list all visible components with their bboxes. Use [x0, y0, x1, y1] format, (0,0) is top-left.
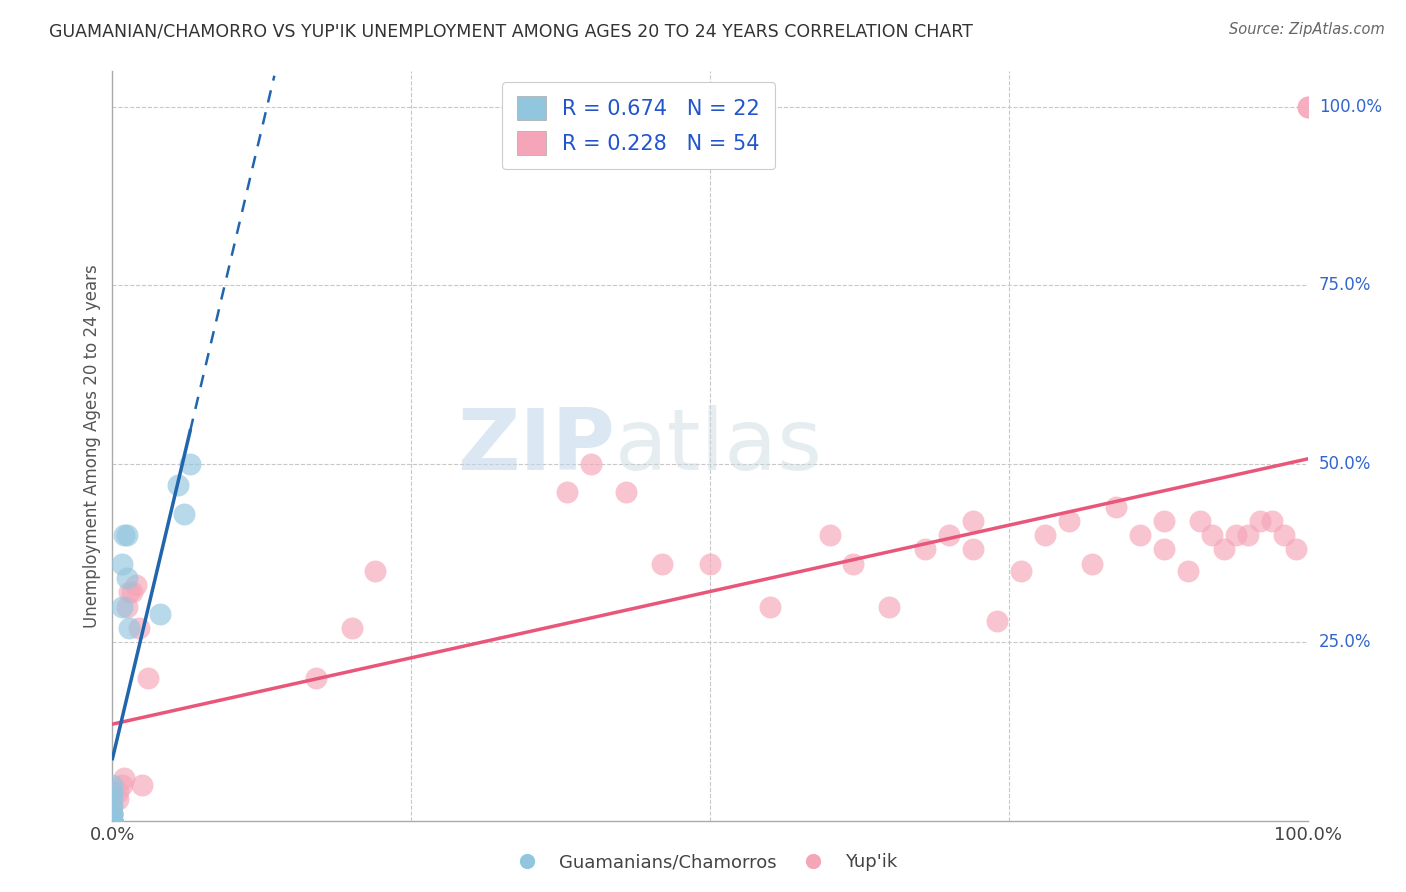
Point — [1033, 528, 1056, 542]
Point — [364, 564, 387, 578]
Point — [118, 621, 141, 635]
Point — [179, 457, 201, 471]
Point — [101, 785, 124, 799]
Point — [101, 799, 124, 814]
Point — [115, 599, 138, 614]
Point — [555, 485, 578, 500]
Point — [101, 814, 124, 828]
Point — [101, 814, 124, 828]
Text: ZIP: ZIP — [457, 404, 614, 488]
Point — [616, 485, 638, 500]
Point — [107, 792, 129, 806]
Text: 75.0%: 75.0% — [1319, 277, 1371, 294]
Point — [128, 621, 150, 635]
Point — [1237, 528, 1260, 542]
Point — [1189, 514, 1212, 528]
Text: 50.0%: 50.0% — [1319, 455, 1371, 473]
Point — [101, 814, 124, 828]
Point — [1010, 564, 1032, 578]
Point — [101, 814, 124, 828]
Point — [651, 557, 673, 571]
Y-axis label: Unemployment Among Ages 20 to 24 years: Unemployment Among Ages 20 to 24 years — [83, 264, 101, 628]
Point — [111, 557, 134, 571]
Point — [107, 785, 129, 799]
Text: Source: ZipAtlas.com: Source: ZipAtlas.com — [1229, 22, 1385, 37]
Point — [115, 571, 138, 585]
Point — [167, 478, 190, 492]
Point — [1296, 100, 1319, 114]
Point — [149, 607, 172, 621]
Point — [101, 814, 124, 828]
Point — [173, 507, 195, 521]
Point — [938, 528, 960, 542]
Text: GUAMANIAN/CHAMORRO VS YUP'IK UNEMPLOYMENT AMONG AGES 20 TO 24 YEARS CORRELATION : GUAMANIAN/CHAMORRO VS YUP'IK UNEMPLOYMEN… — [49, 22, 973, 40]
Point — [962, 542, 984, 557]
Point — [1105, 500, 1128, 514]
Point — [115, 528, 138, 542]
Point — [101, 814, 124, 828]
Point — [1081, 557, 1104, 571]
Point — [879, 599, 901, 614]
Point — [1285, 542, 1308, 557]
Point — [842, 557, 865, 571]
Point — [101, 778, 124, 792]
Legend: Guamanians/Chamorros, Yup'ik: Guamanians/Chamorros, Yup'ik — [502, 847, 904, 879]
Point — [1272, 528, 1295, 542]
Point — [125, 578, 148, 592]
Point — [986, 614, 1008, 628]
Point — [1201, 528, 1223, 542]
Point — [114, 528, 135, 542]
Point — [118, 585, 141, 599]
Legend: R = 0.674   N = 22, R = 0.228   N = 54: R = 0.674 N = 22, R = 0.228 N = 54 — [502, 82, 775, 169]
Point — [1153, 514, 1175, 528]
Point — [111, 599, 134, 614]
Point — [962, 514, 984, 528]
Point — [101, 806, 124, 821]
Point — [138, 671, 160, 685]
Text: atlas: atlas — [614, 404, 823, 488]
Point — [101, 814, 124, 828]
Point — [1177, 564, 1199, 578]
Point — [1261, 514, 1284, 528]
Point — [1296, 100, 1319, 114]
Point — [101, 806, 124, 821]
Point — [1225, 528, 1247, 542]
Point — [111, 778, 134, 792]
Point — [101, 814, 124, 828]
Point — [1129, 528, 1152, 542]
Point — [131, 778, 153, 792]
Point — [121, 585, 143, 599]
Point — [305, 671, 328, 685]
Point — [699, 557, 721, 571]
Point — [579, 457, 602, 471]
Text: 100.0%: 100.0% — [1319, 98, 1382, 116]
Point — [818, 528, 841, 542]
Point — [1057, 514, 1080, 528]
Point — [1249, 514, 1271, 528]
Point — [101, 799, 124, 814]
Point — [101, 814, 124, 828]
Point — [914, 542, 936, 557]
Text: 25.0%: 25.0% — [1319, 633, 1371, 651]
Point — [759, 599, 782, 614]
Point — [340, 621, 363, 635]
Point — [1213, 542, 1236, 557]
Point — [101, 806, 124, 821]
Point — [101, 792, 124, 806]
Point — [101, 806, 124, 821]
Point — [1153, 542, 1175, 557]
Point — [114, 771, 135, 785]
